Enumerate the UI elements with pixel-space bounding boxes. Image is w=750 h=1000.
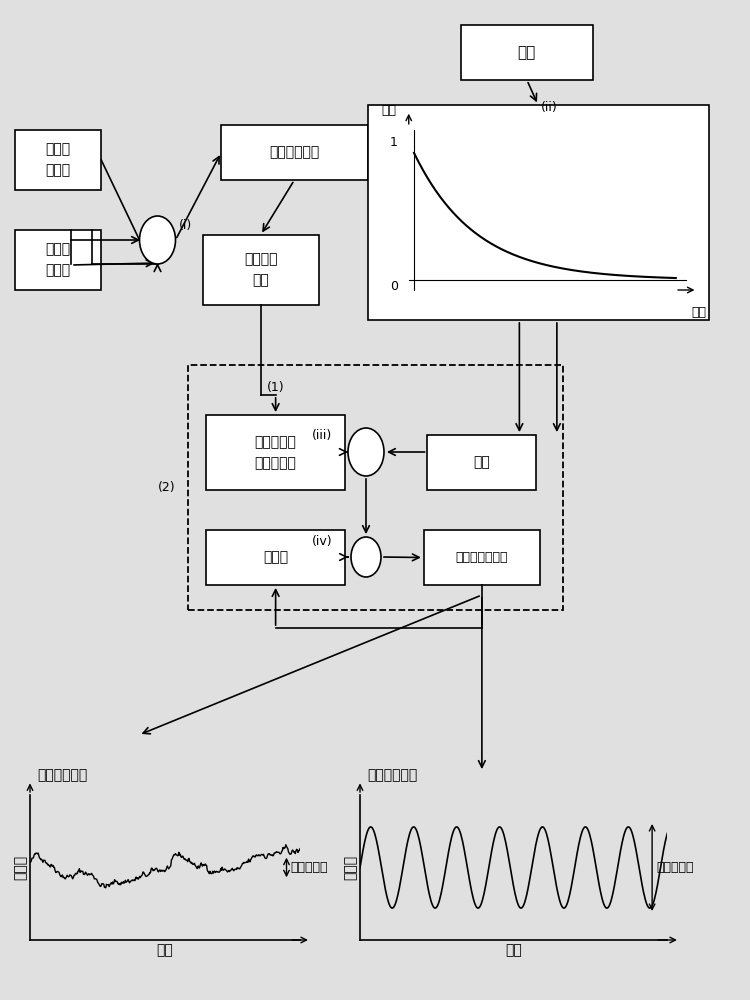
FancyBboxPatch shape (427, 435, 536, 490)
FancyBboxPatch shape (424, 530, 540, 585)
FancyBboxPatch shape (15, 230, 101, 290)
FancyBboxPatch shape (15, 130, 101, 190)
Text: 系数: 系数 (473, 456, 490, 470)
Text: 车速大的情况: 车速大的情况 (38, 768, 88, 782)
FancyBboxPatch shape (461, 25, 592, 80)
Text: (iv): (iv) (312, 534, 333, 548)
FancyBboxPatch shape (202, 235, 319, 305)
Text: 前次值: 前次值 (263, 550, 288, 564)
Text: 相对于前次
值的变化量: 相对于前次 值的变化量 (255, 435, 296, 470)
Text: 车速: 车速 (518, 45, 536, 60)
Text: (2): (2) (158, 481, 175, 494)
Text: (iii): (iii) (312, 430, 332, 442)
FancyBboxPatch shape (206, 530, 345, 585)
Circle shape (140, 216, 176, 264)
FancyBboxPatch shape (221, 125, 368, 180)
Text: 太阳能发电量: 太阳能发电量 (269, 146, 320, 160)
Text: 太阳能
电压值: 太阳能 电压值 (46, 143, 70, 177)
Text: 太阳能
电流值: 太阳能 电流值 (46, 243, 70, 277)
Text: 所显示的发电量: 所显示的发电量 (455, 551, 508, 564)
Circle shape (348, 428, 384, 476)
Text: 车速小的情况: 车速小的情况 (368, 768, 418, 782)
FancyBboxPatch shape (368, 105, 709, 320)
Text: (ii): (ii) (540, 102, 557, 114)
Text: (i): (i) (179, 219, 193, 232)
Text: 增大显示
周期: 增大显示 周期 (244, 253, 278, 287)
FancyBboxPatch shape (206, 415, 345, 490)
Circle shape (351, 537, 381, 577)
Text: (1): (1) (267, 380, 284, 393)
